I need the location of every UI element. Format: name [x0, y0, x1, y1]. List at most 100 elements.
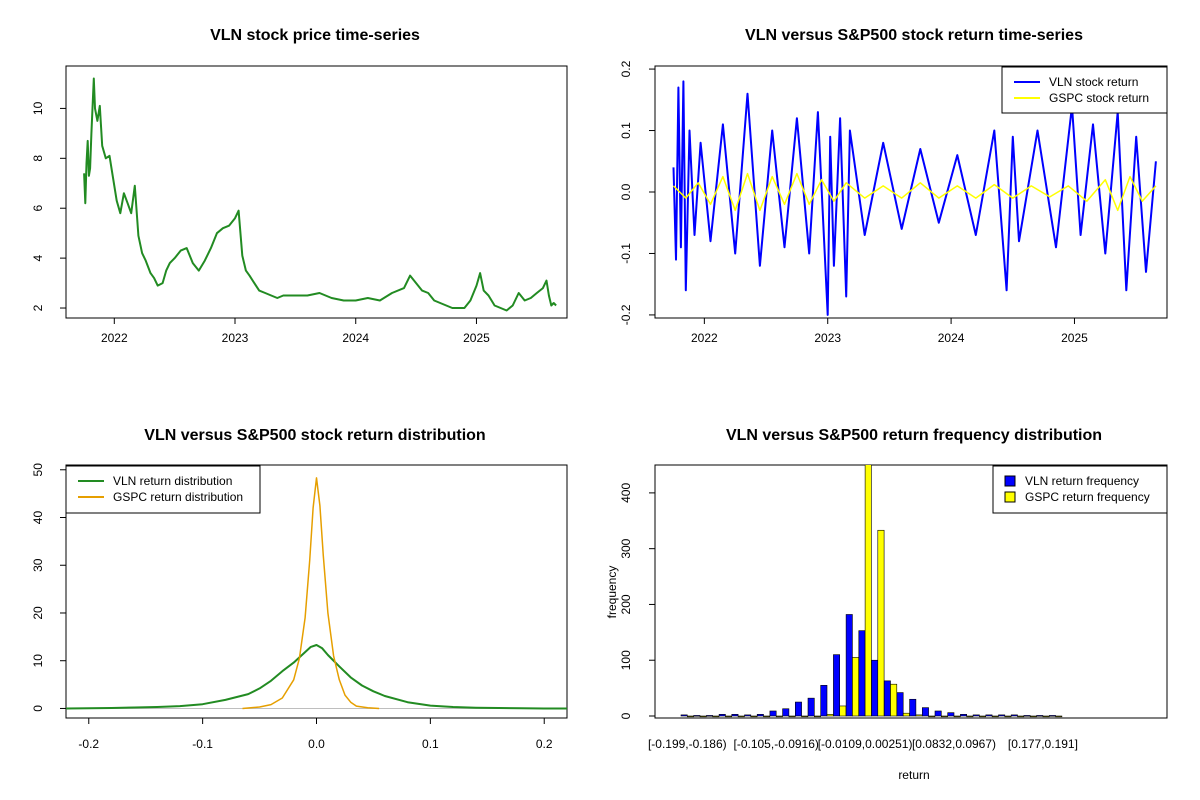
legend-swatch — [1004, 491, 1016, 503]
chart-title: VLN versus S&P500 stock return time-seri… — [745, 27, 1083, 44]
vln-bar — [744, 714, 752, 717]
vln-bar — [1049, 715, 1056, 717]
legend-label: GSPC return frequency — [1025, 490, 1150, 504]
vln-bar — [680, 714, 688, 717]
gspc-bar — [725, 715, 733, 718]
x-axis-title: return — [898, 768, 929, 782]
y-axis: 2 4 6 8 10 — [31, 101, 66, 311]
y-axis-title: frequency — [605, 566, 619, 619]
y-axis: 0 10 20 30 40 50 — [31, 463, 66, 712]
legend-box — [65, 465, 261, 514]
vln-bar — [998, 714, 1006, 717]
legend-label: VLN stock return — [1049, 75, 1138, 89]
gspc-bar — [1042, 715, 1050, 718]
vln-bar — [1010, 714, 1018, 717]
legend-label: VLN return frequency — [1025, 474, 1139, 488]
y-tick-label: 8 — [31, 155, 45, 162]
x-tick-label: 0.1 — [422, 737, 439, 751]
gspc-return-line — [672, 172, 1157, 212]
vln-bar — [718, 714, 726, 717]
legend: VLN stock return GSPC stock return — [1001, 66, 1168, 114]
y-tick-label: 4 — [31, 254, 45, 261]
y-tick-label: 20 — [31, 606, 45, 620]
vln-bar — [845, 614, 853, 717]
vln-density-line — [65, 644, 567, 710]
plot-frame — [65, 65, 568, 319]
bar-series — [680, 465, 1063, 718]
y-axis: 0 100 200 300 400 — [619, 483, 655, 719]
x-tick-label: [0.0832,0.0967) — [912, 737, 996, 751]
gspc-bar — [813, 715, 821, 718]
x-axis: 2022 2023 2024 2025 — [691, 318, 1088, 345]
x-tick-label: 0.0 — [308, 737, 325, 751]
vln-bar — [960, 714, 968, 717]
vln-bar — [896, 692, 904, 717]
legend-label: GSPC stock return — [1049, 91, 1149, 105]
panel-density: VLN versus S&P500 stock return distribut… — [31, 427, 568, 751]
y-tick-label: 0.1 — [619, 122, 633, 139]
gspc-bar — [699, 715, 707, 718]
vln-bar — [985, 714, 993, 717]
gspc-bar — [1055, 715, 1063, 718]
gspc-density-line — [242, 477, 380, 710]
vln-bar — [833, 654, 841, 717]
x-tick-label: [0.177,0.191] — [1008, 737, 1078, 751]
vln-bar — [731, 714, 739, 717]
gspc-bar — [966, 715, 974, 718]
vln-bar — [807, 697, 815, 717]
y-tick-label: 0.2 — [619, 60, 633, 77]
x-tick-label: 2023 — [814, 331, 841, 345]
vln-bar — [769, 710, 777, 717]
vln-bar — [909, 698, 917, 717]
y-tick-label: 400 — [619, 483, 633, 503]
gspc-bar — [991, 715, 999, 718]
legend: VLN return distribution GSPC return distr… — [65, 465, 261, 514]
gspc-bar — [801, 715, 809, 718]
x-tick-label: 2023 — [222, 331, 249, 345]
x-tick-label: 2022 — [101, 331, 128, 345]
panel-returns: VLN versus S&P500 stock return time-seri… — [619, 27, 1168, 345]
gspc-bar — [775, 715, 783, 718]
chart-title: VLN stock price time-series — [210, 27, 420, 44]
vln-bar — [756, 714, 764, 717]
vln-bar — [820, 685, 828, 717]
vln-bar — [858, 630, 866, 717]
vln-bar — [693, 715, 701, 717]
gspc-bar — [1017, 715, 1025, 718]
vln-bar — [1023, 715, 1031, 717]
y-tick-label: 10 — [31, 654, 45, 668]
x-tick-label: 2025 — [1061, 331, 1088, 345]
legend-box — [1001, 66, 1168, 114]
y-tick-label: 0.0 — [619, 183, 633, 200]
gspc-bar — [953, 715, 961, 718]
vln-bar — [972, 714, 980, 717]
y-tick-label: 200 — [619, 594, 633, 614]
y-tick-label: 30 — [31, 558, 45, 572]
y-tick-label: 2 — [31, 304, 45, 311]
gspc-bar — [940, 715, 948, 718]
vln-bar — [934, 710, 942, 717]
gspc-bar — [890, 683, 898, 717]
x-tick-label: [-0.105,-0.0916) — [734, 737, 819, 751]
x-tick-label: [-0.0109,0.00251) — [818, 737, 913, 751]
plot-frame — [654, 464, 1168, 719]
chart-title: VLN versus S&P500 stock return distribut… — [144, 427, 485, 444]
x-tick-label: 2025 — [463, 331, 490, 345]
gspc-bar — [712, 715, 720, 718]
y-tick-label: 6 — [31, 205, 45, 212]
x-tick-label: 0.2 — [536, 737, 553, 751]
legend-label: VLN return distribution — [113, 474, 232, 488]
vln-bar — [921, 707, 929, 717]
vln-bar — [1036, 715, 1044, 717]
y-tick-label: 40 — [31, 511, 45, 525]
y-tick-label: 0 — [619, 712, 633, 719]
y-tick-label: 0 — [31, 705, 45, 712]
vln-bar — [794, 701, 802, 717]
legend-label: GSPC return distribution — [113, 490, 243, 504]
vln-bar — [947, 712, 955, 717]
gspc-bar — [915, 714, 923, 717]
x-tick-label: -0.2 — [78, 737, 99, 751]
y-tick-label: 50 — [31, 463, 45, 477]
